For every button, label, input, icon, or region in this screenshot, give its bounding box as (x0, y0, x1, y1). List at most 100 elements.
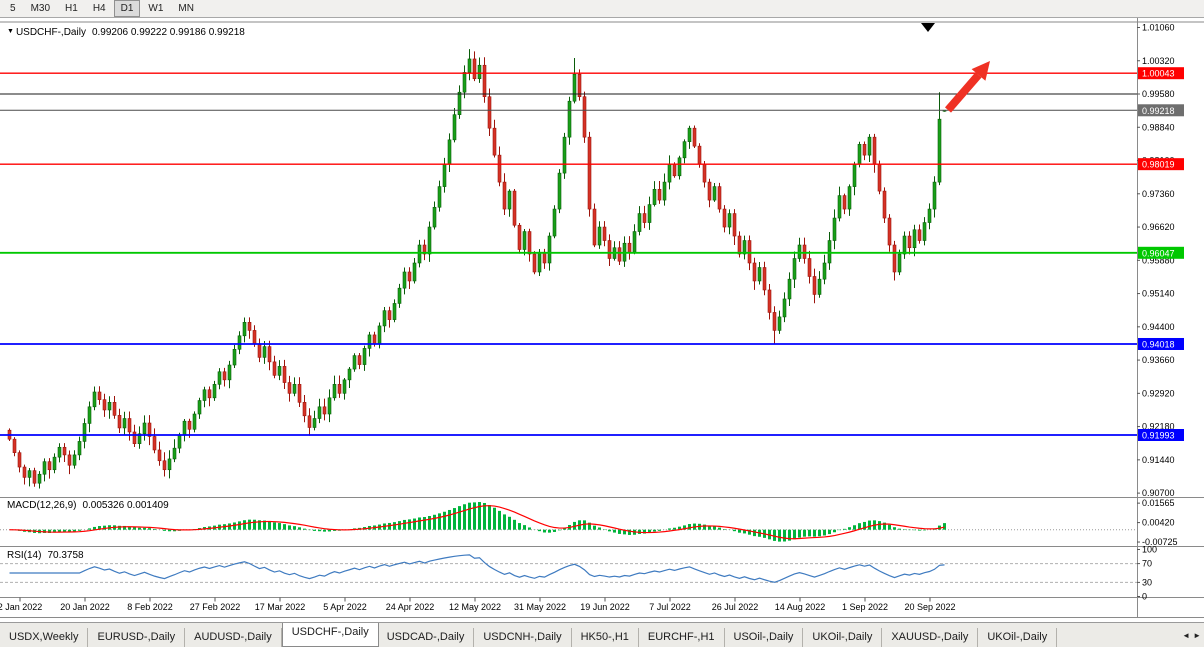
candle-body-up (922, 222, 927, 241)
candle-body-up (142, 422, 147, 435)
candle-body-up (557, 172, 562, 210)
candle-body-down (722, 208, 727, 228)
symbol-tab-eurusd-daily[interactable]: EURUSD-,Daily (88, 628, 186, 647)
macd-axis-label: 0.01565 (1142, 498, 1175, 508)
candle-body-down (497, 154, 502, 183)
candle-body-down (357, 355, 362, 365)
candle-body-down (672, 163, 677, 177)
candle-body-up (212, 384, 217, 399)
candle-body-down (617, 247, 622, 262)
candle-body-up (567, 100, 572, 138)
candle-body-down (322, 406, 327, 415)
symbol-tab-usdx-weekly[interactable]: USDX,Weekly (0, 628, 89, 647)
candle-body-up (52, 456, 57, 471)
candle-body-down (67, 454, 72, 466)
chart-symbol-period: USDCHF-,Daily (15, 27, 86, 38)
rsi-axis-label: 0 (1142, 592, 1147, 602)
symbol-tabbar: USDX,Weekly EURUSD-,Daily AUDUSD-,Daily USD… (0, 622, 1204, 647)
timeframe-toolbar: 5 M30 H1 H4 D1 W1 MN (0, 0, 1204, 18)
date-axis-labels: 2 Jan 2022 20 Jan 2022 8 Feb 2022 27 Feb 20… (0, 597, 956, 612)
price-level-tag (1138, 337, 1184, 350)
price-axis-label: 0.96620 (1142, 222, 1175, 232)
candle-body-up (667, 163, 672, 183)
symbol-tab-usdcnh-daily[interactable]: USDCNH-,Daily (474, 628, 572, 647)
candle-body-up (332, 384, 337, 399)
candle-body-up (712, 186, 717, 201)
candle-body-up (757, 267, 762, 282)
symbol-tab-audusd-daily[interactable]: AUDUSD-,Daily (185, 628, 282, 647)
candle-body-up (432, 206, 437, 228)
date-axis-label: 5 Apr 2022 (323, 602, 367, 612)
candle-body-up (787, 278, 792, 300)
symbol-tab-hk50-h1[interactable]: HK50-,H1 (572, 628, 639, 647)
candle-body-down (207, 389, 212, 399)
candle-body-up (382, 310, 387, 327)
tab-scroll-left-icon[interactable]: ◄ (1182, 630, 1191, 640)
candle-body-down (257, 343, 262, 358)
symbol-tab-eurchf-h1[interactable]: EURCHF-,H1 (639, 628, 725, 647)
candle-body-up (822, 262, 827, 280)
timeframe-button-H4[interactable]: H4 (92, 3, 106, 14)
price-axis-label: 0.97360 (1142, 189, 1175, 199)
symbol-tab-xauusd-daily[interactable]: XAUUSD-,Daily (882, 628, 979, 647)
date-axis-label: 26 Jul 2022 (712, 602, 759, 612)
candle-body-up (72, 454, 77, 466)
candle-body-up (927, 208, 932, 223)
candle-body-down (772, 312, 777, 331)
candle-body-up (277, 366, 282, 376)
candle-body-down (732, 213, 737, 237)
candle-body-up (522, 231, 527, 250)
candle-body-up (897, 253, 902, 273)
candle-body-down (97, 391, 102, 400)
date-axis-label: 17 Mar 2022 (255, 602, 306, 612)
date-axis-label: 20 Sep 2022 (904, 602, 955, 612)
timeframe-button-5[interactable]: 5 (10, 3, 16, 14)
symbol-tab-ukoil-daily[interactable]: UKOil-,Daily (803, 628, 883, 647)
candle-body-up (82, 423, 87, 442)
candle-body-down (907, 235, 912, 249)
date-axis-label: 19 Jun 2022 (580, 602, 630, 612)
candle-body-down (807, 258, 812, 277)
timeframe-button-D1[interactable]: D1 (113, 0, 141, 17)
timeframe-button-H1[interactable]: H1 (65, 3, 78, 14)
candle-body-up (777, 316, 782, 331)
timeframe-button-M30[interactable]: M30 (30, 3, 51, 14)
symbol-tab-usoil-daily[interactable]: USOil-,Daily (725, 628, 804, 647)
candle-body-up (262, 346, 267, 358)
candle-body-up (537, 251, 542, 273)
symbol-tab-usdchf-daily[interactable]: USDCHF-,Daily (281, 623, 379, 647)
candle-body-up (192, 413, 197, 430)
timeframe-button-W1[interactable]: W1 (148, 3, 164, 14)
one-click-arrow-icon[interactable]: ▼ (7, 28, 14, 35)
candle-body-down (842, 195, 847, 210)
candle-body-down (387, 310, 392, 320)
candle-body-up (412, 262, 417, 282)
candle-body-up (572, 73, 577, 102)
symbol-tab-usdcad-daily[interactable]: USDCAD-,Daily (378, 628, 475, 647)
candle-body-up (437, 186, 442, 208)
symbol-tab-ukoil-daily[interactable]: UKOil-,Daily (978, 628, 1058, 647)
candle-body-down (592, 208, 597, 246)
macd-name: MACD(12,26,9) (7, 500, 77, 511)
candle-body-down (147, 422, 152, 437)
candle-body-up (182, 420, 187, 435)
macd-axis-label: 0.00420 (1142, 518, 1175, 528)
candle-body-down (162, 460, 167, 471)
candle-body-up (87, 406, 92, 424)
timeframe-button-MN[interactable]: MN (178, 3, 194, 14)
candle-body-down (887, 217, 892, 246)
candle-body-up (937, 118, 942, 183)
candle-body-up (852, 163, 857, 187)
candle-body-up (837, 195, 842, 219)
price-axis-label: 0.91440 (1142, 455, 1175, 465)
candle-body-up (397, 287, 402, 304)
macd-histogram (13, 502, 946, 542)
candle-body-up (597, 226, 602, 246)
rsi-line (9, 554, 945, 583)
candle-body-up (167, 458, 172, 471)
trend-arrow-object (944, 61, 990, 113)
candle-body-down (492, 127, 497, 156)
candle-body-down (152, 436, 157, 451)
tab-scroll-right-icon[interactable]: ► (1193, 630, 1201, 640)
